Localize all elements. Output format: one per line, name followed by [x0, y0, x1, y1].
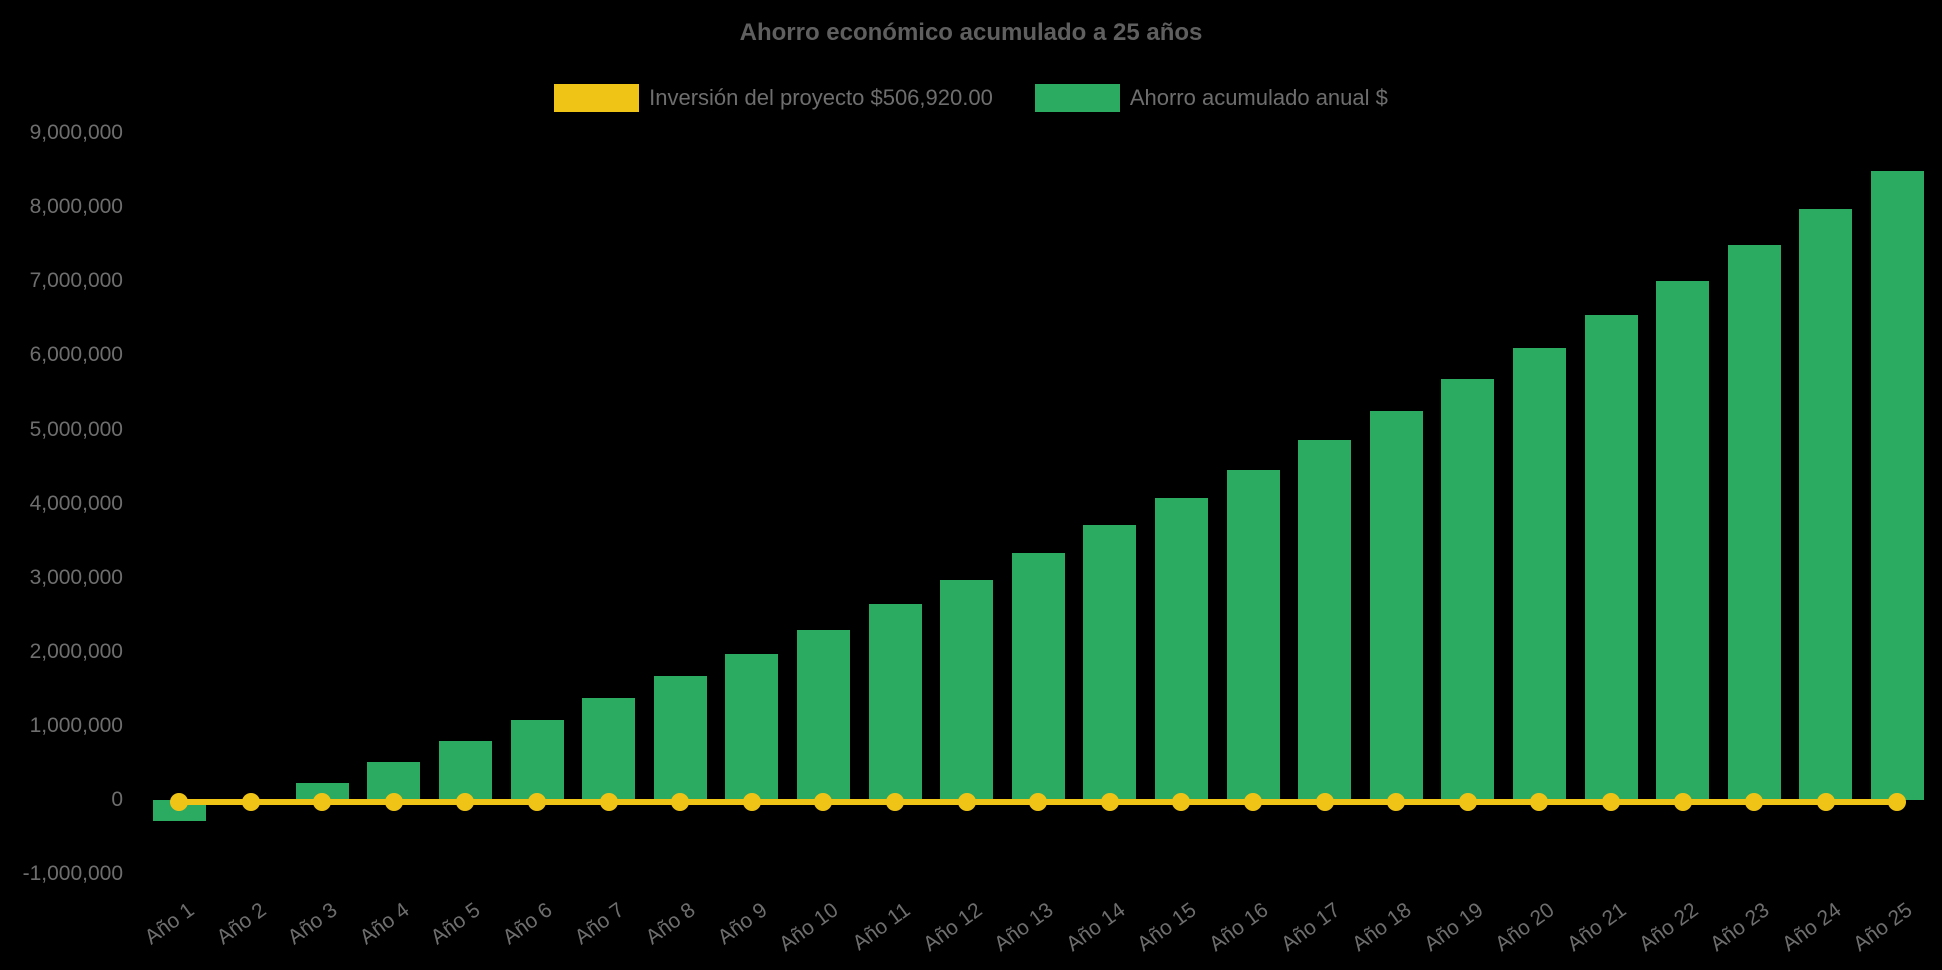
y-tick-label: 5,000,000: [29, 417, 123, 441]
y-tick-label: 1,000,000: [29, 713, 123, 737]
y-tick-label: 3,000,000: [29, 565, 123, 589]
investment-line-marker: [671, 792, 690, 811]
legend-label-ahorro: Ahorro acumulado anual $: [1129, 85, 1388, 110]
legend-item-ahorro[interactable]: Ahorro acumulado anual $: [1034, 84, 1388, 112]
bar-año-8: [654, 675, 707, 800]
bar-año-10: [797, 629, 850, 800]
investment-line-marker: [886, 792, 904, 811]
bar-año-19: [1441, 379, 1494, 800]
bar-año-21: [1585, 314, 1638, 800]
bar-año-24: [1799, 209, 1852, 800]
bar-año-16: [1227, 469, 1280, 800]
bar-año-11: [869, 604, 922, 800]
y-tick-label: 8,000,000: [29, 195, 123, 219]
investment-line-marker: [456, 792, 475, 811]
investment-line-marker: [957, 792, 976, 811]
y-tick-label: 6,000,000: [29, 343, 123, 367]
investment-line-marker: [384, 792, 403, 811]
bar-año-3: [296, 783, 349, 800]
investment-line-marker: [742, 792, 761, 811]
investment-line-marker: [1530, 792, 1549, 811]
investment-line-marker: [1458, 792, 1477, 811]
investment-line-marker: [1100, 792, 1119, 811]
investment-line-marker: [814, 792, 833, 811]
bar-año-23: [1728, 245, 1781, 800]
investment-line-marker: [241, 792, 260, 811]
investment-line-marker: [1673, 792, 1692, 811]
bar-año-14: [1083, 525, 1136, 800]
y-tick-label: 0: [111, 788, 123, 811]
y-tick-label: 7,000,000: [29, 269, 123, 293]
investment-line-marker: [1244, 792, 1262, 811]
bar-año-7: [582, 698, 635, 800]
legend-swatch-green-icon: [1034, 84, 1120, 112]
investment-line-marker: [1816, 792, 1835, 811]
bar-año-17: [1298, 440, 1351, 800]
y-tick-label: 4,000,000: [29, 491, 123, 515]
investment-line-marker: [170, 792, 188, 811]
bar-año-6: [511, 720, 564, 800]
bar-año-15: [1155, 498, 1208, 800]
chart-legend: Inversión del proyecto $506,920.00 Ahorr…: [0, 84, 1942, 112]
investment-line-marker: [1172, 792, 1191, 811]
investment-line-marker: [1315, 792, 1334, 811]
legend-item-inversion[interactable]: Inversión del proyecto $506,920.00: [554, 84, 993, 112]
investment-line-marker: [1888, 792, 1907, 811]
chart-title: Ahorro económico acumulado a 25 años: [739, 19, 1203, 46]
bar-año-12: [940, 579, 993, 800]
investment-line-marker: [528, 792, 546, 811]
investment-line-marker: [1387, 792, 1406, 811]
investment-line-marker: [1745, 792, 1764, 811]
investment-line-marker: [1029, 792, 1048, 811]
bar-año-20: [1513, 347, 1566, 800]
investment-line-marker: [599, 792, 618, 811]
bar-año-5: [439, 741, 492, 800]
bar-año-13: [1012, 552, 1065, 800]
bar-año-18: [1370, 410, 1423, 800]
bar-año-9: [725, 654, 778, 800]
bar-año-22: [1656, 281, 1709, 800]
legend-label-inversion: Inversión del proyecto $506,920.00: [649, 85, 993, 110]
investment-line-marker: [1602, 792, 1620, 811]
y-tick-label: 9,000,000: [29, 121, 123, 145]
y-tick-label: -1,000,000: [22, 862, 123, 886]
investment-line-marker: [313, 792, 332, 811]
legend-swatch-yellow-icon: [554, 84, 640, 112]
y-tick-label: 2,000,000: [29, 639, 123, 663]
bar-año-25: [1871, 170, 1924, 800]
